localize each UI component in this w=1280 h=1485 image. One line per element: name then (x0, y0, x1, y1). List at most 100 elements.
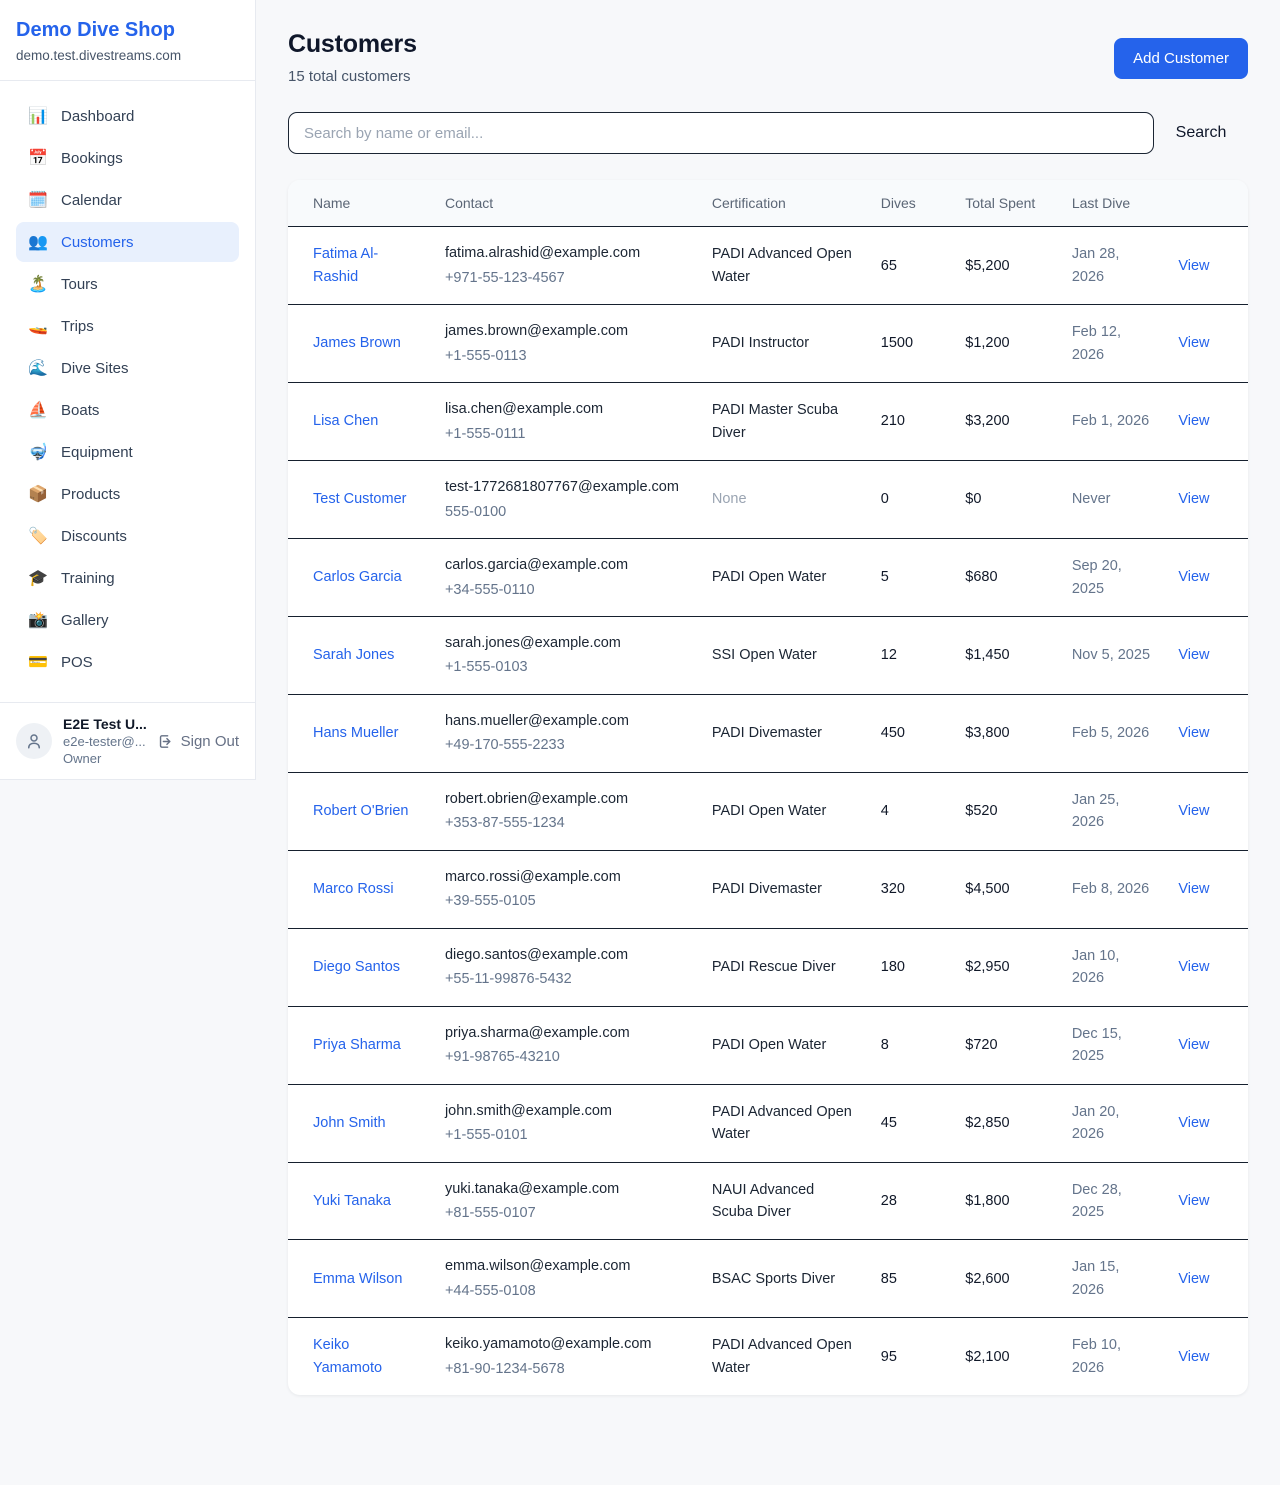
customer-dives: 12 (880, 647, 897, 664)
customer-email: marco.rossi@example.com (444, 868, 621, 885)
view-link[interactable]: View (1178, 491, 1210, 508)
pos-icon: 💳 (28, 654, 48, 671)
cell-name: Test Customer (288, 460, 433, 540)
cell-total-spent: $3,200 (953, 382, 1060, 462)
customer-email: priya.sharma@example.com (444, 1024, 630, 1041)
customer-name-link[interactable]: Keiko Yamamoto (313, 1337, 383, 1376)
view-link[interactable]: View (1178, 725, 1210, 742)
sidebar-item-label: Bookings (61, 149, 123, 167)
view-link[interactable]: View (1178, 958, 1210, 975)
customer-name-link[interactable]: Emma Wilson (313, 1270, 403, 1287)
customer-name-link[interactable]: John Smith (313, 1114, 386, 1131)
sidebar-item-pos[interactable]: 💳 POS (16, 642, 239, 682)
view-link[interactable]: View (1178, 647, 1210, 664)
cell-name: Robert O'Brien (288, 772, 433, 851)
customer-total-spent: $680 (965, 569, 998, 586)
sidebar-item-bookings[interactable]: 📅 Bookings (16, 138, 239, 178)
cell-dives: 0 (868, 460, 954, 540)
table-row: Fatima Al-Rashid fatima.alrashid@example… (288, 226, 1248, 306)
cell-dives: 5 (868, 538, 954, 617)
cell-name: Priya Sharma (288, 1006, 433, 1085)
cell-last-dive: Jan 10, 2026 (1059, 928, 1167, 1007)
shop-title[interactable]: Demo Dive Shop (16, 19, 175, 41)
table-row: James Brown james.brown@example.com +1-5… (288, 304, 1248, 384)
view-link[interactable]: View (1178, 257, 1210, 274)
customer-certification: PADI Advanced Open Water (711, 246, 852, 285)
cell-last-dive: Feb 12, 2026 (1059, 304, 1167, 384)
cell-last-dive: Dec 28, 2025 (1059, 1162, 1167, 1241)
cell-dives: 95 (869, 1318, 953, 1395)
cell-name: Fatima Al-Rashid (288, 226, 433, 306)
sidebar-item-tours[interactable]: 🏝️ Tours (16, 264, 239, 304)
customer-table-body: Fatima Al-Rashid fatima.alrashid@example… (288, 226, 1248, 1396)
cell-total-spent: $0 (953, 460, 1060, 540)
cell-contact: lisa.chen@example.com +1-555-0111 (432, 382, 700, 462)
search-input[interactable] (288, 112, 1154, 154)
view-link[interactable]: View (1178, 803, 1210, 820)
customer-dives: 320 (880, 881, 905, 898)
customer-total-spent: $2,100 (965, 1348, 1010, 1365)
cell-dives: 210 (868, 382, 954, 462)
sidebar-item-trips[interactable]: 🚤 Trips (16, 306, 239, 346)
sidebar-item-boats[interactable]: ⛵ Boats (16, 390, 239, 430)
sidebar-item-equipment[interactable]: 🤿 Equipment (16, 432, 239, 472)
cell-name: Diego Santos (288, 928, 433, 1007)
page-header: Customers 15 total customers Add Custome… (288, 30, 1248, 85)
search-button[interactable]: Search (1154, 112, 1248, 154)
view-link[interactable]: View (1178, 413, 1210, 430)
view-link[interactable]: View (1178, 881, 1210, 898)
cell-total-spent: $2,950 (953, 928, 1060, 1007)
equipment-icon: 🤿 (28, 444, 48, 461)
bookings-icon: 📅 (28, 150, 48, 167)
customer-name-link[interactable]: Carlos Garcia (313, 569, 402, 586)
customer-last-dive: Jan 10, 2026 (1071, 947, 1120, 987)
customer-name-link[interactable]: Hans Mueller (313, 725, 399, 742)
customer-dives: 28 (880, 1192, 897, 1209)
sidebar-item-dive-sites[interactable]: 🌊 Dive Sites (16, 348, 239, 388)
view-link[interactable]: View (1178, 1270, 1210, 1287)
cell-action: View (1166, 382, 1248, 462)
sidebar-item-products[interactable]: 📦 Products (16, 474, 239, 514)
sign-out-button[interactable]: Sign Out (157, 733, 239, 750)
cell-dives: 65 (868, 226, 954, 306)
customer-name-link[interactable]: Yuki Tanaka (313, 1192, 391, 1209)
customer-name-link[interactable]: Lisa Chen (313, 413, 379, 430)
cell-certification: NAUI Advanced Scuba Diver (699, 1162, 869, 1241)
sidebar-item-calendar[interactable]: 🗓️ Calendar (16, 180, 239, 220)
customer-name-link[interactable]: Marco Rossi (313, 881, 394, 898)
sidebar-item-label: Customers (61, 233, 134, 251)
customer-name-link[interactable]: Test Customer (313, 491, 407, 508)
cell-total-spent: $720 (953, 1006, 1060, 1085)
customer-phone: +1-555-0111 (444, 425, 526, 442)
customer-certification: None (711, 491, 747, 508)
sidebar-item-label: Trips (61, 317, 94, 335)
customer-dives: 450 (880, 725, 905, 742)
boats-icon: ⛵ (28, 402, 48, 419)
cell-contact: priya.sharma@example.com +91-98765-43210 (432, 1006, 700, 1085)
view-link[interactable]: View (1178, 1192, 1210, 1209)
customer-name-link[interactable]: Sarah Jones (313, 647, 395, 664)
add-customer-button[interactable]: Add Customer (1114, 38, 1248, 79)
customer-last-dive: Dec 28, 2025 (1071, 1181, 1122, 1221)
sidebar-item-discounts[interactable]: 🏷️ Discounts (16, 516, 239, 556)
view-link[interactable]: View (1178, 1348, 1210, 1365)
customer-email: yuki.tanaka@example.com (444, 1180, 620, 1197)
customer-name-link[interactable]: Robert O'Brien (313, 803, 409, 820)
customer-name-link[interactable]: Fatima Al-Rashid (313, 246, 379, 285)
sidebar-item-training[interactable]: 🎓 Training (16, 558, 239, 598)
customer-phone: +1-555-0101 (444, 1127, 528, 1144)
customer-name-link[interactable]: James Brown (313, 335, 401, 352)
view-link[interactable]: View (1178, 335, 1210, 352)
customer-certification: SSI Open Water (711, 647, 817, 664)
sidebar-item-label: POS (61, 653, 93, 671)
view-link[interactable]: View (1178, 569, 1210, 586)
sidebar-item-customers[interactable]: 👥 Customers (16, 222, 239, 262)
sidebar-item-gallery[interactable]: 📸 Gallery (16, 600, 239, 640)
view-link[interactable]: View (1178, 1114, 1210, 1131)
sidebar-item-dashboard[interactable]: 📊 Dashboard (16, 96, 239, 136)
customer-certification: PADI Advanced Open Water (711, 1103, 852, 1143)
view-link[interactable]: View (1178, 1036, 1210, 1053)
customer-name-link[interactable]: Priya Sharma (313, 1036, 401, 1053)
customer-name-link[interactable]: Diego Santos (313, 958, 401, 975)
cell-total-spent: $5,200 (953, 226, 1060, 306)
